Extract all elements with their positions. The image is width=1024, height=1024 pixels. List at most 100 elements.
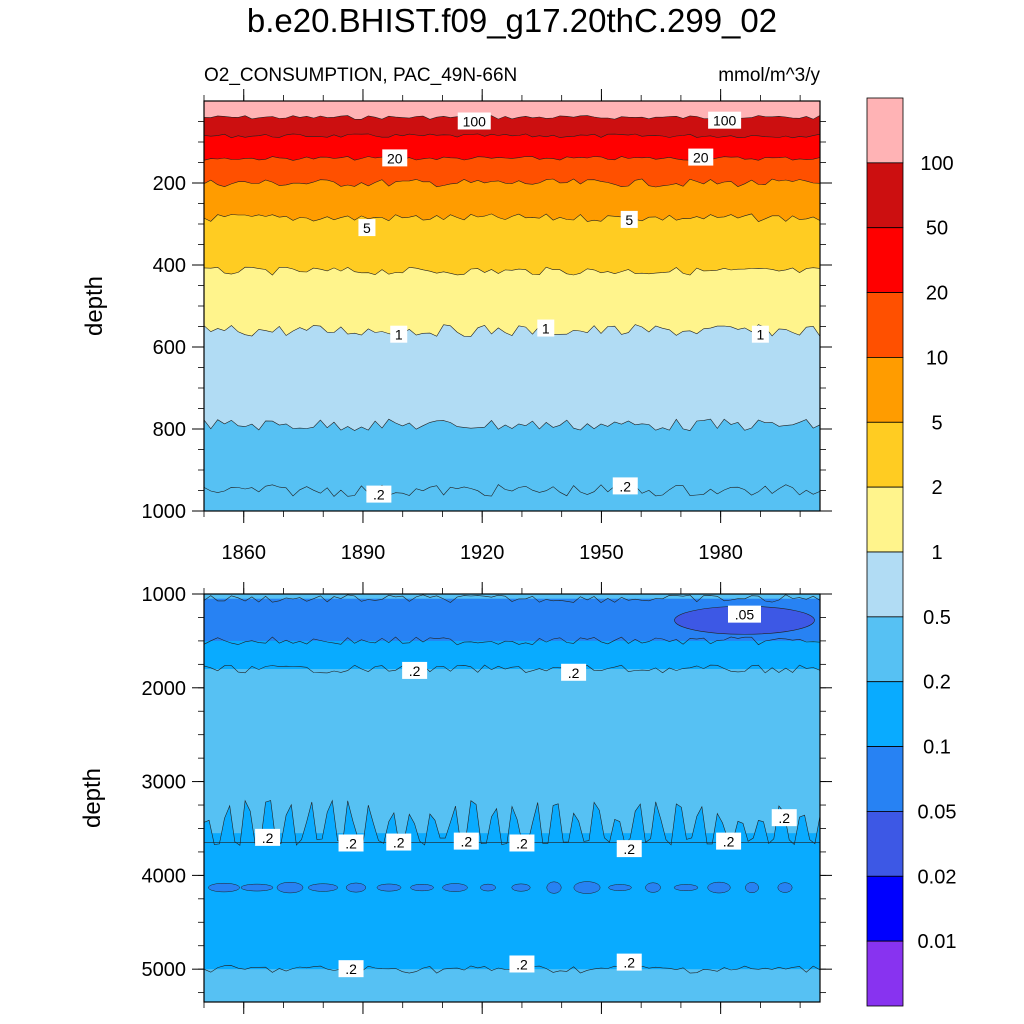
lower-contour-label: .2 — [338, 960, 364, 978]
lower-contour-labels: .05 .2 .2 .2 .2 .2 .2 .2 .2 .2 .2 .2 .2 .2 — [255, 605, 797, 978]
lower-contour-label-text: .2 — [723, 834, 735, 850]
lower-contour-label: .2 — [402, 661, 428, 679]
upper-y-axis-label: depth — [81, 276, 108, 336]
lower-contour-blob — [573, 881, 601, 894]
upper-contour-label: .2 — [366, 485, 392, 503]
upper-contour-label-box — [457, 112, 491, 130]
colorbar-swatch — [866, 746, 904, 812]
upper-contour-label: 1 — [390, 325, 408, 343]
upper-axes: 1860 1890 1920 1950 1980 200 400 600 800 1000 — [142, 89, 832, 564]
upper-contour-label-box — [708, 111, 742, 129]
lower-contour-label-box — [509, 955, 535, 973]
subtitle-units: mmol/m^3/y — [718, 65, 820, 86]
upper-contour-line-1 — [203, 324, 821, 337]
upper-contour-line-0.2 — [203, 484, 821, 497]
lower-contour-label: .2 — [561, 663, 587, 681]
lower-contour-label: .2 — [716, 832, 742, 850]
lower-y-tick-label: 4000 — [142, 865, 187, 887]
upper-contour-label-text: 100 — [713, 113, 737, 129]
lower-axes: 1000 2000 3000 4000 5000 — [142, 582, 832, 1014]
upper-x-tick-label: 1860 — [221, 542, 266, 564]
lower-contour-label-box — [402, 661, 428, 679]
upper-contour-label-box — [537, 319, 555, 337]
lower-contour-label-text: .2 — [345, 835, 357, 851]
colorbar-label: 50 — [926, 218, 948, 240]
colorbar-swatch — [866, 227, 904, 293]
subtitle-variable: O2_CONSUMPTION, PAC_49N-66N — [204, 65, 517, 86]
colorbar-swatch — [866, 486, 904, 553]
upper-contour-label: 100 — [708, 111, 742, 129]
lower-contour-blob — [345, 882, 367, 893]
lower-contour-label: .2 — [616, 953, 642, 971]
colorbar-swatch — [866, 616, 904, 683]
colorbar-swatch — [866, 162, 904, 229]
lower-contour-label: .2 — [255, 828, 281, 846]
lower-contour-blob — [707, 881, 731, 894]
lower-contour-label-box — [616, 840, 642, 858]
upper-x-tick-label: 1950 — [579, 542, 624, 564]
upper-contour-label: 100 — [457, 112, 491, 130]
lower-band-4 — [204, 833, 820, 970]
colorbar-label: 0.5 — [923, 607, 951, 629]
lower-contour-label: .2 — [509, 834, 535, 852]
lower-contour-label-box — [716, 832, 742, 850]
upper-contour-label-box — [382, 149, 408, 167]
lower-contour-blob — [645, 882, 661, 893]
lower-contour-blob — [208, 882, 240, 893]
lower-contour-blob — [777, 882, 793, 893]
lower-contour-label-text: .2 — [393, 835, 405, 851]
lower-contour-label-box — [509, 834, 535, 852]
colorbar-label: 100 — [920, 153, 953, 175]
upper-contour-line-0.5 — [203, 418, 821, 431]
upper-contour-label: .2 — [612, 477, 638, 495]
upper-contour-label-text: 1 — [542, 321, 550, 337]
lower-contour-line — [203, 594, 821, 603]
upper-contour-line-2 — [203, 266, 821, 276]
upper-contour-label: 1 — [751, 325, 769, 343]
colorbar-swatch — [866, 421, 904, 488]
lower-contour-label-text: .2 — [460, 834, 472, 850]
colorbar-label: 0.02 — [918, 866, 957, 888]
upper-contour-label-text: 1 — [756, 327, 764, 343]
upper-contour-label: 5 — [358, 219, 376, 237]
upper-y-tick-label: 1000 — [142, 501, 187, 523]
upper-contour-label-text: 100 — [463, 114, 487, 130]
upper-contour-label-text: .2 — [373, 487, 385, 503]
lower-contour-label: .2 — [616, 840, 642, 858]
upper-contour-label-text: 20 — [693, 150, 709, 166]
lower-y-tick-label: 5000 — [142, 959, 187, 981]
lower-contour-label-text: .2 — [623, 841, 635, 857]
lower-contour-line — [203, 636, 821, 646]
colorbar: 100 50 20 10 5 2 1 0.5 0.2 0.1 0.05 0.02 0.01 — [866, 97, 957, 1007]
colorbar-label: 1 — [931, 542, 942, 564]
upper-contour-line-10 — [203, 178, 821, 188]
lower-contour-label: .2 — [386, 833, 412, 851]
upper-y-tick-label: 800 — [153, 419, 186, 441]
upper-contour-label-box — [612, 477, 638, 495]
lower-contour-label-text: .2 — [778, 810, 790, 826]
colorbar-swatch — [866, 97, 904, 164]
lower-contour-blob — [546, 881, 562, 894]
lower-contour-label-text: .2 — [345, 961, 357, 977]
lower-contour-label: .2 — [338, 834, 364, 852]
lower-contour-label-text: .05 — [735, 607, 755, 623]
upper-panel: 100 100 20 20 5 5 1 1 1 .2 .2 1860 1890 1920 1950 1980… — [81, 89, 832, 564]
upper-y-tick-label: 400 — [153, 255, 186, 277]
colorbar-label: 10 — [926, 347, 948, 369]
upper-contour-label-box — [366, 485, 392, 503]
lower-contour-label-box — [386, 833, 412, 851]
upper-y-tick-label: 200 — [153, 173, 186, 195]
lower-contour-blob — [480, 883, 496, 892]
upper-contour-label-box — [620, 210, 638, 228]
lower-contour-label: .05 — [727, 605, 761, 623]
colorbar-label: 0.05 — [918, 801, 957, 823]
lower-contour-label-box — [616, 953, 642, 971]
lower-contour-label: .2 — [509, 955, 535, 973]
lower-contour-label-box — [338, 834, 364, 852]
colorbar-label: 0.01 — [918, 931, 957, 953]
colorbar-swatch — [866, 875, 904, 942]
lower-contour-blob — [276, 881, 304, 894]
colorbar-swatch — [866, 811, 904, 877]
upper-band-100 — [204, 101, 820, 120]
upper-contour-line-5 — [203, 213, 821, 223]
